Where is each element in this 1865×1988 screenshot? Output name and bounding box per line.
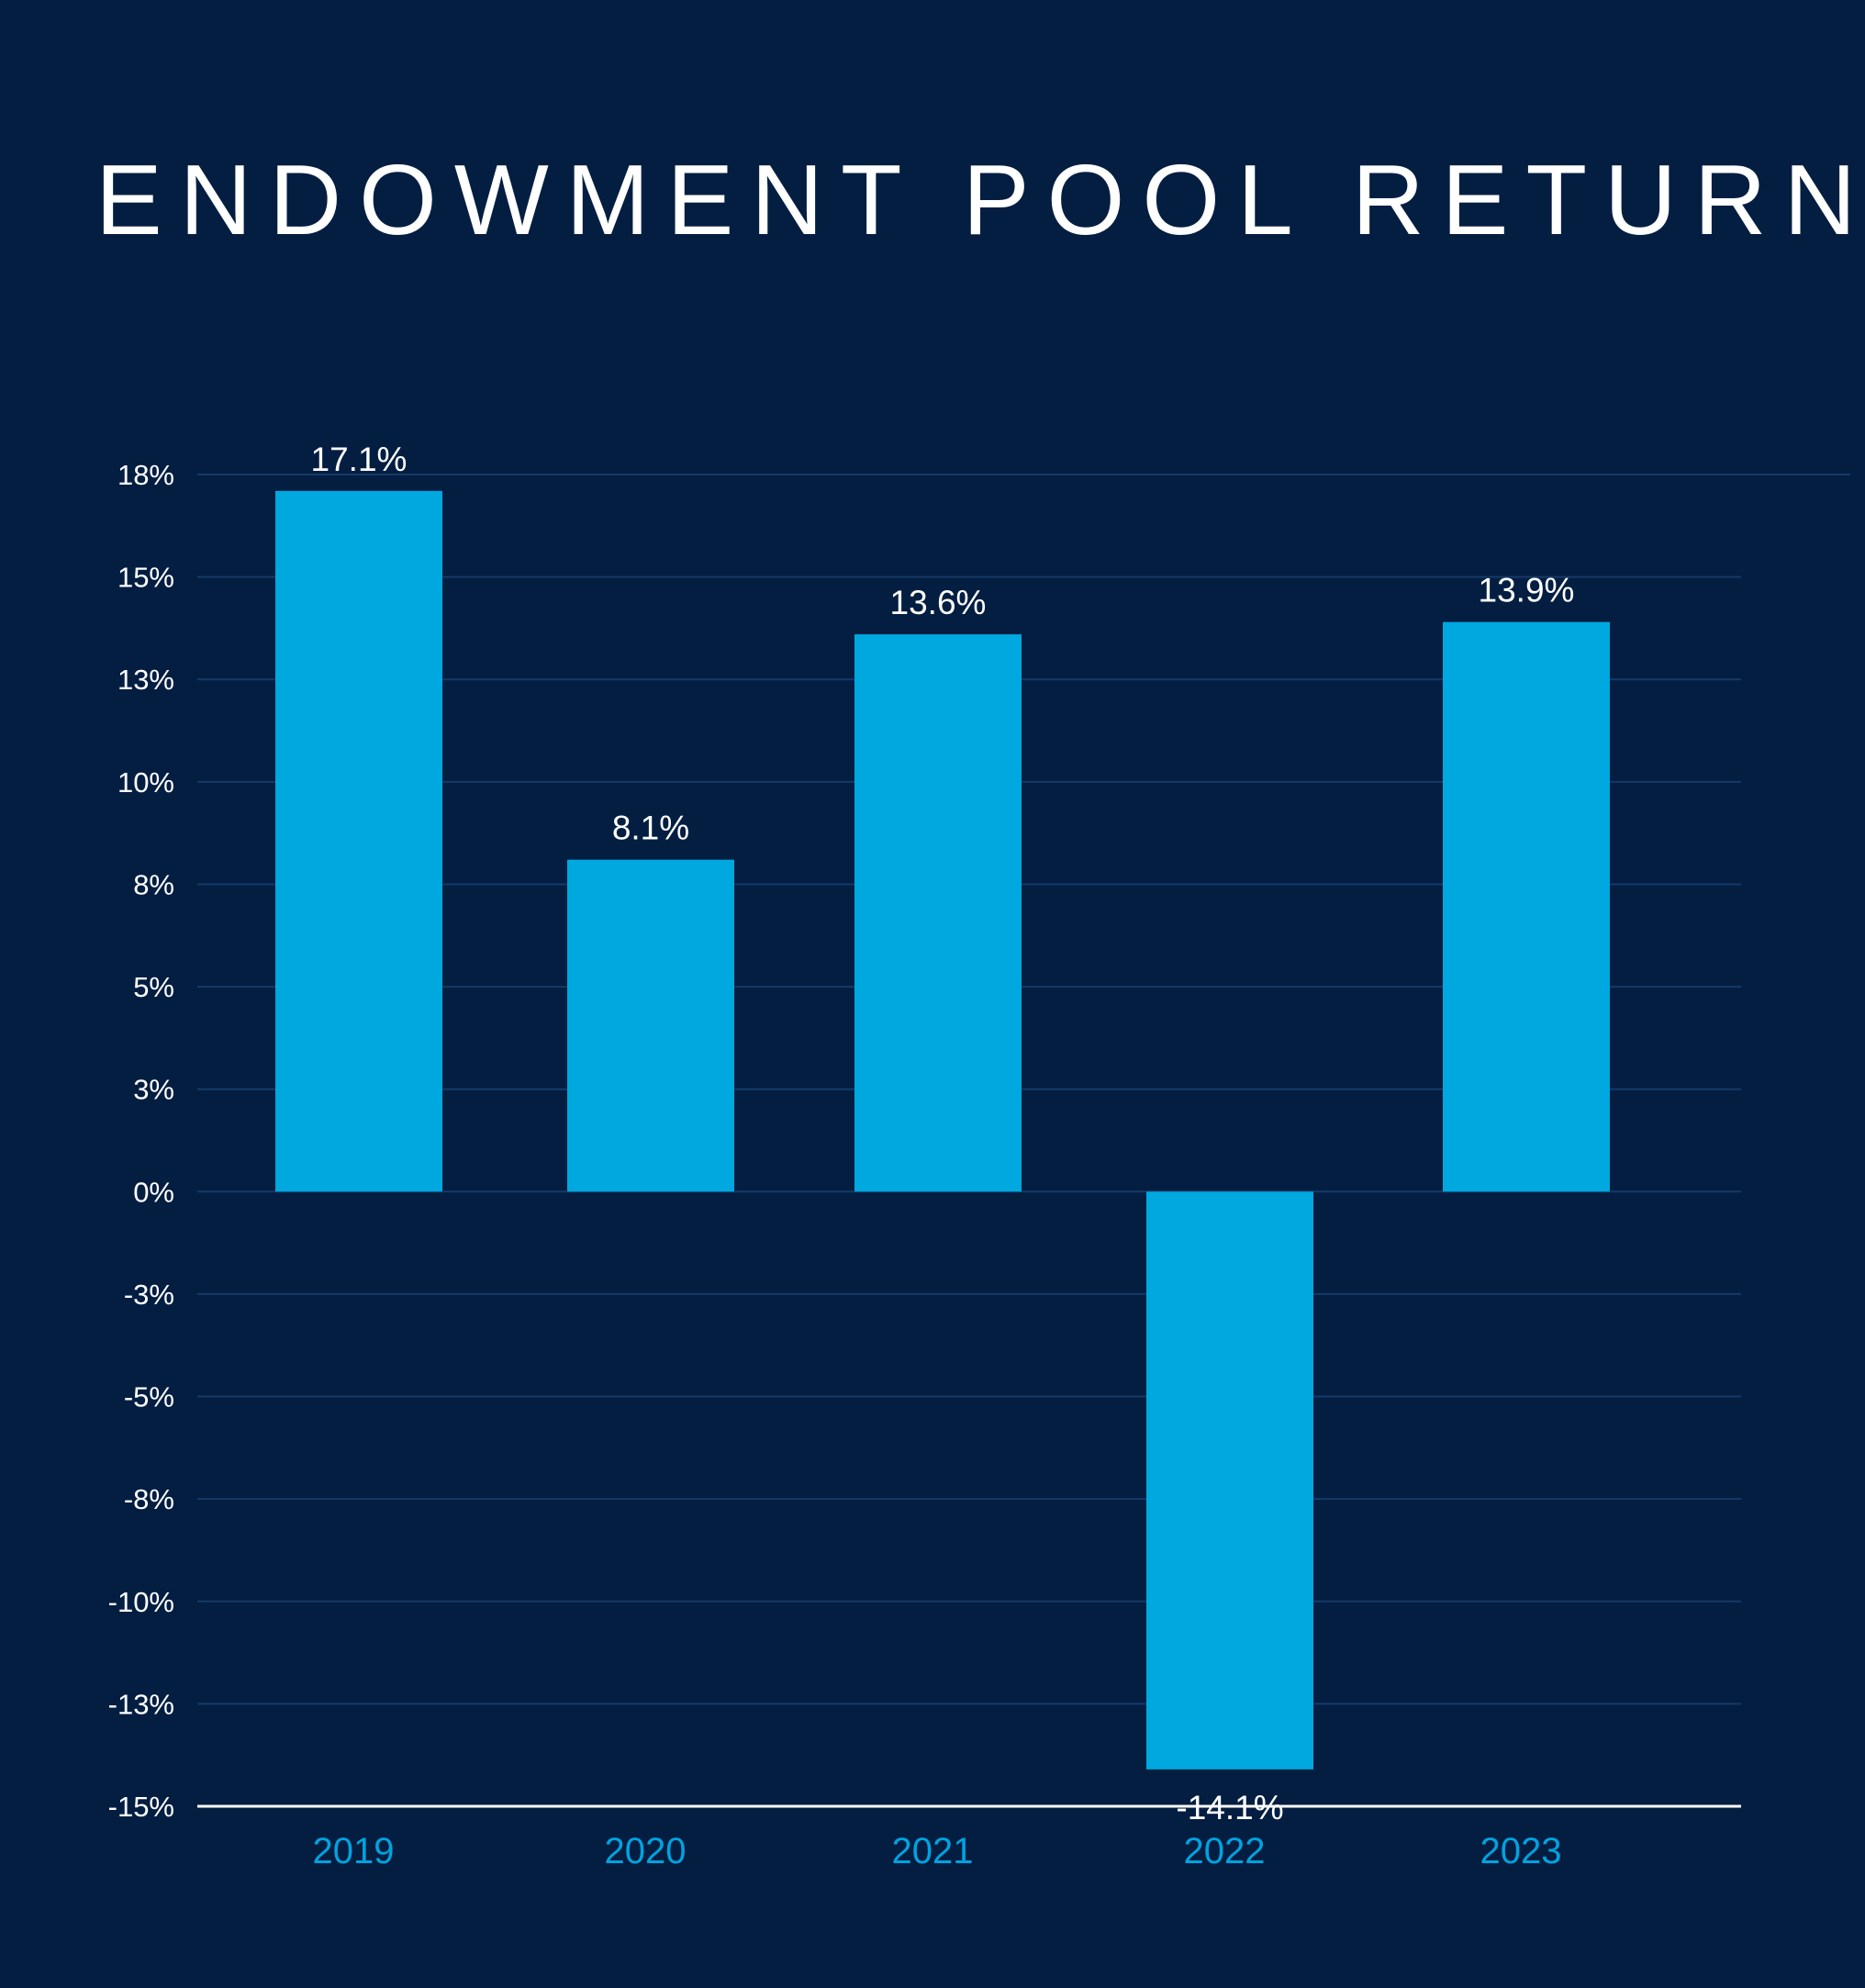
y-tick-label: -15% [108,1791,174,1823]
y-tick-label: -13% [108,1688,174,1720]
y-tick-label: 15% [117,562,174,594]
data-label: 17.1% [311,441,408,478]
x-tick-label: 2023 [1480,1831,1562,1871]
x-tick-label: 2022 [1184,1831,1266,1871]
bar-2023 [1443,621,1610,1192]
x-tick-label: 2020 [605,1831,687,1871]
y-tick-label: 5% [133,971,174,1003]
y-axis-ticks: 18% 15% 13% 10% 8% 5% 3% 0% -3% -5% -8% -10% -13% -15… [108,459,174,1823]
x-tick-label: 2021 [892,1831,974,1871]
y-tick-label: 0% [133,1176,174,1208]
bar-2019 [275,490,442,1192]
x-axis-ticks: 2019 2020 2021 2022 2023 [313,1831,1562,1871]
bar-2022 [1146,1191,1313,1770]
x-tick-label: 2019 [313,1831,395,1871]
y-tick-label: 18% [117,459,174,491]
y-tick-label: 13% [117,664,174,696]
y-tick-label: 8% [133,868,174,900]
data-label: 13.6% [890,584,987,621]
y-tick-label: 3% [133,1074,174,1106]
y-tick-label: -8% [124,1483,174,1515]
y-tick-label: 10% [117,766,174,799]
chart-title: ENDOWMENT POOL RETURNS [95,144,1865,256]
data-label: 13.9% [1479,572,1575,609]
y-tick-label: -5% [124,1381,174,1413]
y-tick-label: -10% [108,1586,174,1618]
bars [275,490,1610,1770]
data-label: 8.1% [612,810,689,847]
bar-2021 [854,634,1022,1192]
y-tick-label: -3% [124,1279,174,1311]
bar-2020 [567,859,734,1192]
